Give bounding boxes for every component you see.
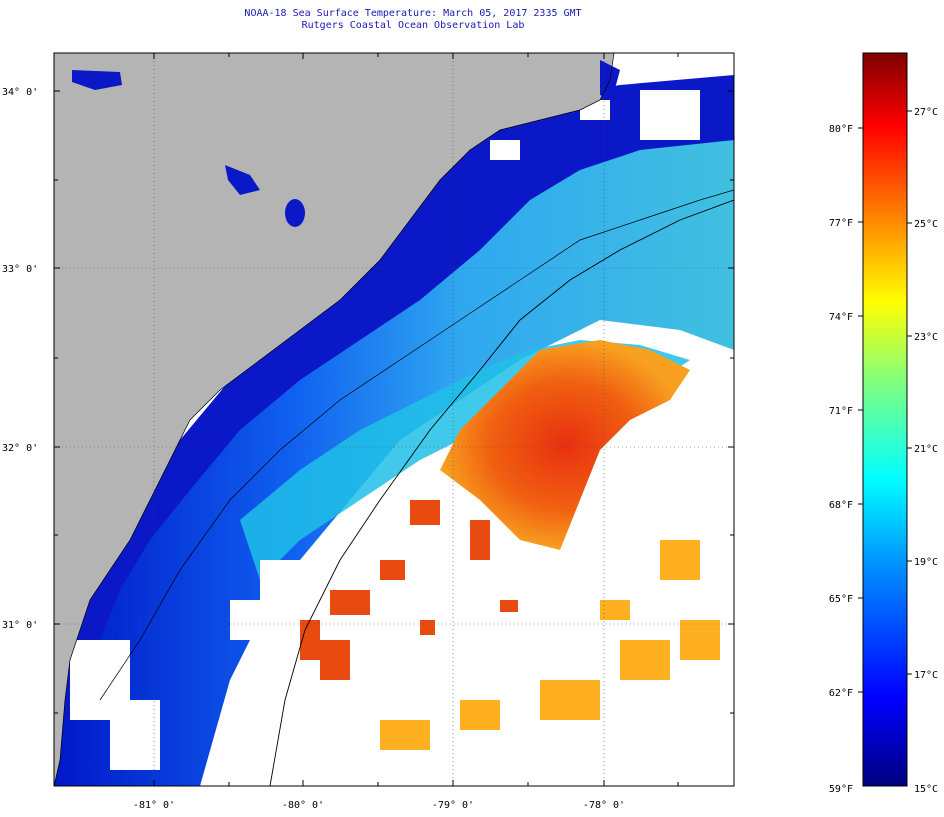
map-panel xyxy=(54,53,734,786)
map-frame xyxy=(53,52,735,787)
colorbar-c-25: 25°C xyxy=(914,219,938,230)
axis-ticks xyxy=(54,53,734,786)
scattered-warm-pixels xyxy=(300,500,518,680)
colorbar-f-74: 74°F xyxy=(829,312,853,323)
colorbar-f-77: 77°F xyxy=(829,218,853,229)
lon-label-81: -81° 0' xyxy=(133,800,175,811)
lon-label-79: -79° 0' xyxy=(432,800,474,811)
lon-label-78: -78° 0' xyxy=(583,800,625,811)
colorbar-f-62: 62°F xyxy=(829,688,853,699)
map-subtitle: Rutgers Coastal Ocean Observation Lab xyxy=(301,20,525,31)
cloud-patches xyxy=(70,90,700,770)
isobath-shelf-break xyxy=(269,199,734,786)
colorbar xyxy=(862,52,908,787)
gulf-stream-warm-core xyxy=(440,340,690,550)
colorbar-ticks xyxy=(858,110,912,693)
map-title: NOAA-18 Sea Surface Temperature: March 0… xyxy=(244,8,582,19)
colorbar-c-19: 19°C xyxy=(914,557,938,568)
isobath-inner xyxy=(99,189,734,701)
inland-water xyxy=(72,60,620,227)
colorbar-c-27: 27°C xyxy=(914,107,938,118)
colorbar-f-59: 59°F xyxy=(829,784,853,795)
nearshore-cold-water xyxy=(54,75,734,740)
lat-label-34: 34° 0' xyxy=(2,87,38,98)
scattered-orange-pixels xyxy=(380,540,720,750)
lat-label-31: 31° 0' xyxy=(2,620,38,631)
colorbar-c-17: 17°C xyxy=(914,670,938,681)
colorbar-f-65: 65°F xyxy=(829,594,853,605)
graticule xyxy=(54,53,734,786)
colorbar-f-68: 68°F xyxy=(829,500,853,511)
colorbar-f-71: 71°F xyxy=(829,406,853,417)
land-mass xyxy=(54,53,614,786)
colorbar-c-15: 15°C xyxy=(914,784,938,795)
lon-label-80: -80° 0' xyxy=(282,800,324,811)
colorbar-f-80: 80°F xyxy=(829,124,853,135)
coastline xyxy=(54,53,615,786)
lat-label-33: 33° 0' xyxy=(2,264,38,275)
colorbar-c-23: 23°C xyxy=(914,332,938,343)
colorbar-c-21: 21°C xyxy=(914,444,938,455)
lat-label-32: 32° 0' xyxy=(2,443,38,454)
